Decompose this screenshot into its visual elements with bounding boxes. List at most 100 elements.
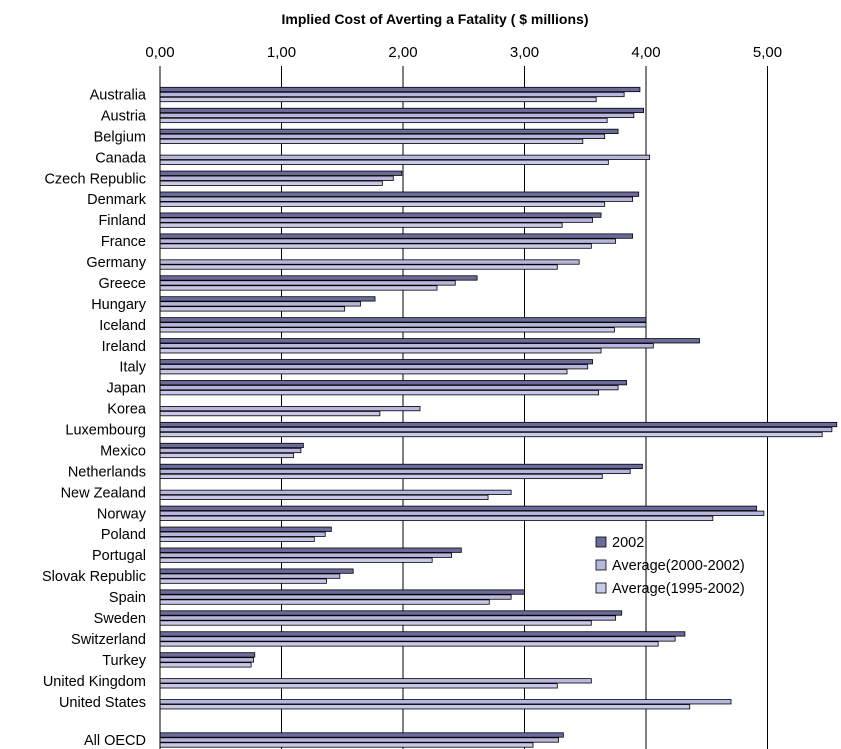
bar	[159, 338, 700, 344]
bar	[159, 557, 433, 563]
bar	[159, 494, 489, 500]
bar	[159, 180, 383, 186]
bar	[159, 615, 617, 621]
bar	[159, 159, 609, 165]
bar	[159, 138, 584, 144]
bar	[159, 322, 647, 328]
bars	[159, 86, 838, 748]
category-label: Poland	[101, 527, 146, 543]
category-label: Switzerland	[71, 632, 146, 648]
bar	[159, 526, 332, 532]
chart-title: Implied Cost of Averting a Fatality ( $ …	[281, 11, 588, 27]
x-tick-label: 4,00	[631, 44, 660, 61]
bar	[159, 662, 252, 668]
bar	[159, 154, 651, 160]
bar	[159, 175, 394, 181]
category-label: Denmark	[87, 192, 147, 208]
category-label: Iceland	[99, 318, 146, 334]
x-tick-label: 1,00	[267, 44, 296, 61]
bar	[159, 405, 421, 412]
bar	[159, 505, 757, 511]
category-label: Luxembourg	[65, 423, 146, 439]
bar	[159, 620, 592, 626]
category-label: Norway	[97, 506, 147, 522]
category-label: Spain	[109, 590, 146, 606]
legend-label: Average(2000-2002)	[612, 558, 745, 574]
bar	[159, 732, 564, 738]
bar	[159, 683, 558, 689]
bar	[159, 343, 654, 349]
bar	[159, 463, 643, 470]
category-labels: Australia Austria Belgium Canada Czech Repub…	[42, 88, 147, 749]
legend-label: 2002	[612, 535, 644, 551]
category-label: Germany	[86, 255, 146, 271]
bar	[159, 128, 619, 134]
bar	[159, 610, 623, 616]
bar	[159, 631, 686, 637]
bar	[159, 196, 634, 202]
bar	[159, 536, 315, 542]
x-axis-ticks: 0,00 1,00 2,00 3,00 4,00 5,00	[145, 44, 782, 61]
bar	[159, 191, 640, 197]
bar	[159, 243, 592, 249]
bar	[159, 657, 254, 663]
bar	[159, 421, 838, 428]
bar	[159, 170, 403, 176]
bar	[159, 636, 676, 642]
bar	[159, 133, 606, 139]
x-tick-label: 3,00	[510, 44, 539, 61]
bar	[159, 201, 606, 207]
bar	[159, 678, 592, 684]
bar	[159, 280, 456, 286]
bar	[159, 547, 462, 553]
category-label: New Zealand	[61, 485, 146, 501]
bar	[159, 86, 641, 93]
category-label: Austria	[101, 108, 147, 124]
bar	[159, 91, 625, 98]
x-tick-label: 0,00	[145, 44, 174, 61]
x-tick-label: 2,00	[388, 44, 417, 61]
bar	[159, 442, 304, 449]
category-label: France	[101, 234, 146, 250]
bar	[159, 259, 580, 265]
x-tick-label: 5,00	[753, 44, 782, 61]
category-label: Portugal	[92, 548, 146, 564]
bar	[159, 568, 354, 574]
bar	[159, 217, 593, 223]
bar	[159, 285, 438, 291]
bar	[159, 431, 823, 438]
category-label: Belgium	[94, 129, 146, 145]
bar	[159, 489, 512, 495]
bar	[159, 473, 603, 480]
category-label: Korea	[107, 402, 147, 418]
category-label: Hungary	[91, 297, 147, 313]
bar	[159, 573, 341, 579]
bar	[159, 515, 714, 521]
category-label: Sweden	[94, 611, 146, 627]
legend-label: Average(1995-2002)	[612, 581, 745, 597]
category-label: United Kingdom	[43, 674, 146, 690]
bar	[159, 704, 691, 710]
bar	[159, 212, 602, 218]
category-label: Turkey	[102, 653, 147, 669]
bar	[159, 317, 647, 323]
legend-swatch	[595, 559, 607, 571]
bar	[159, 452, 295, 459]
bar	[159, 410, 381, 417]
bar	[159, 578, 327, 584]
category-label: Ireland	[102, 339, 146, 355]
bar	[159, 222, 563, 228]
legend-swatch	[595, 582, 607, 594]
bar	[159, 369, 568, 375]
bar	[159, 96, 597, 103]
legend-swatch	[595, 536, 607, 548]
bar	[159, 264, 558, 270]
bar	[159, 531, 326, 537]
bar	[159, 594, 512, 600]
bar	[159, 364, 589, 370]
category-label: Canada	[95, 150, 147, 166]
bar	[159, 699, 732, 705]
bar	[159, 327, 615, 333]
bar	[159, 385, 619, 391]
